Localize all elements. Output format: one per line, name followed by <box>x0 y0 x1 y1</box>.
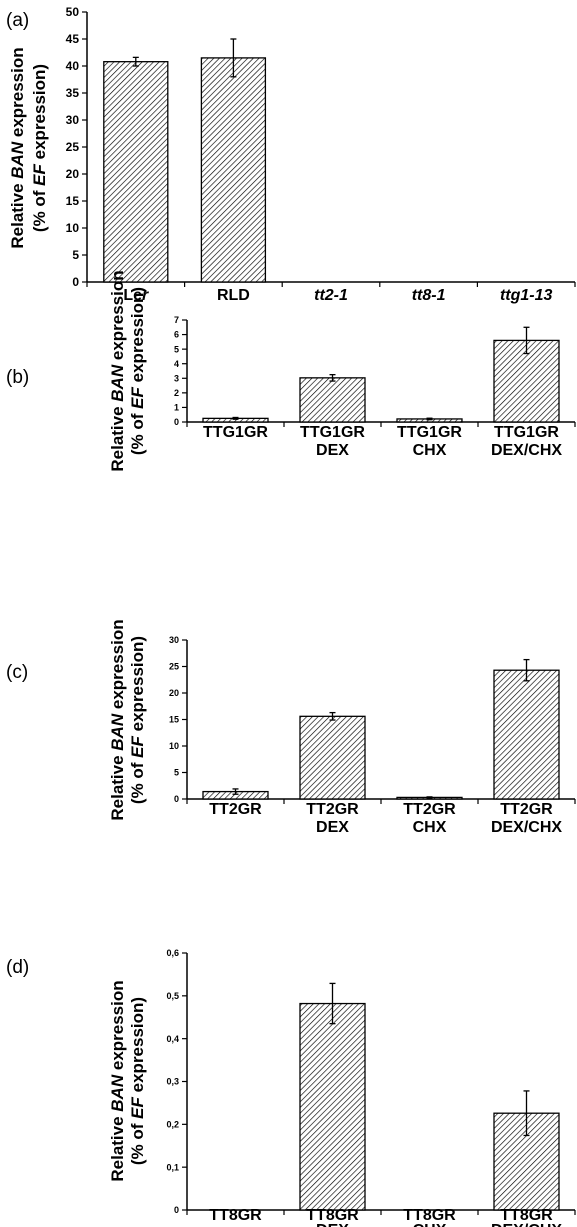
y-tick-label: 25 <box>66 140 80 154</box>
y-axis-label: Relative BAN expression <box>108 270 127 471</box>
panel-label: (a) <box>6 10 30 31</box>
panel-a: (a) 0 5 10 15 20 25 30 35 40 45 50 Ler RLD tt2-1 tt8-1… <box>0 0 577 305</box>
y-tick-label: 1 <box>174 403 179 413</box>
bar <box>299 1002 366 1211</box>
y-tick-label: 20 <box>169 688 179 698</box>
y-tick-label: 5 <box>174 768 179 778</box>
y-axis-label: Relative BAN expression <box>108 980 127 1181</box>
y-tick-label: 0 <box>174 417 179 427</box>
y-tick-label: 6 <box>174 330 179 340</box>
panel-label: (c) <box>6 662 29 683</box>
category-label: TT2GR <box>500 801 553 818</box>
category-label: CHX <box>413 1222 447 1227</box>
category-label: RLD <box>217 287 250 304</box>
panel-d: (d) 00,10,20,30,40,50,6TT8GRTT8GRDEXTT8G… <box>0 915 577 1227</box>
panel-label: (d) <box>6 957 30 978</box>
y-tick-label: 45 <box>66 32 80 46</box>
category-label: TT2GR <box>209 801 262 818</box>
chart-a: 0 5 10 15 20 25 30 35 40 45 50 Ler RLD tt2-1 tt8-1 ttg1… <box>8 5 576 304</box>
bar <box>299 715 366 800</box>
panel-label: (b) <box>6 367 30 388</box>
category-label: TT8GR <box>209 1207 262 1224</box>
category-label: TT8GR <box>500 1207 553 1224</box>
y-tick-label: 30 <box>169 635 179 645</box>
category-label: tt2-1 <box>314 287 348 304</box>
y-tick-label: 0,4 <box>166 1034 179 1044</box>
y-tick-label: 20 <box>66 167 80 181</box>
y-tick-label: 30 <box>66 113 80 127</box>
category-label: TT2GR <box>403 801 456 818</box>
category-label: DEX/CHX <box>491 819 562 836</box>
y-tick-label: 0,3 <box>166 1077 179 1087</box>
y-tick-label: 25 <box>169 662 179 672</box>
y-tick-label: 15 <box>66 194 80 208</box>
y-axis-label: (% of EF expression) <box>30 64 49 232</box>
category-label: DEX <box>316 819 349 836</box>
y-tick-label: 0,1 <box>166 1162 179 1172</box>
y-tick-label: 0 <box>174 794 179 804</box>
category-label: TTG1GR <box>203 424 268 441</box>
y-tick-label: 4 <box>174 359 179 369</box>
bar <box>200 57 267 283</box>
y-axis-label: Relative BAN expression <box>8 47 27 248</box>
y-axis-label: Relative BAN expression <box>108 619 127 820</box>
y-tick-label: 0,2 <box>166 1119 179 1129</box>
category-label: CHX <box>413 442 447 459</box>
y-tick-label: 3 <box>174 373 179 383</box>
y-tick-label: 10 <box>66 221 80 235</box>
category-label: TTG1GR <box>494 424 559 441</box>
category-label: DEX/CHX <box>491 1222 562 1227</box>
category-label: TTG1GR <box>397 424 462 441</box>
category-label: DEX <box>316 442 349 459</box>
category-label: TTG1GR <box>300 424 365 441</box>
panel-c: (c) 0 5 10 15 20 25 30 TT2GR TT2GR DEX TT2GR CHX TT2… <box>0 610 577 915</box>
bar <box>103 61 169 283</box>
y-tick-label: 40 <box>66 59 80 73</box>
y-axis-label: (% of EF expression) <box>128 287 147 455</box>
category-label: DEX/CHX <box>491 442 562 459</box>
chart-d: 00,10,20,30,40,50,6TT8GRTT8GRDEXTT8GRCHX… <box>108 948 576 1227</box>
y-tick-label: 35 <box>66 86 80 100</box>
category-label: tt8-1 <box>412 287 446 304</box>
y-tick-label: 15 <box>169 715 179 725</box>
category-label: Ler <box>123 287 149 304</box>
category-label: TT8GR <box>306 1207 359 1224</box>
category-label: DEX <box>316 1222 349 1227</box>
y-tick-label: 5 <box>72 248 79 262</box>
bar <box>299 377 366 423</box>
y-axis-label: (% of EF expression) <box>128 636 147 804</box>
panel-b: (b) 0 1 2 3 4 5 6 7 TTG1GR TTG1GR DEX TTG1GR CHX TTG1… <box>0 270 577 610</box>
y-tick-label: 50 <box>66 5 80 19</box>
y-axis-label: (% of EF expression) <box>128 997 147 1165</box>
y-tick-label: 0,5 <box>166 991 179 1001</box>
y-tick-label: 10 <box>169 741 179 751</box>
y-tick-label: 0 <box>72 275 79 289</box>
y-tick-label: 0 <box>174 1205 179 1215</box>
y-tick-label: 7 <box>174 315 179 325</box>
category-label: CHX <box>413 819 447 836</box>
y-tick-label: 5 <box>174 344 179 354</box>
category-label: TT8GR <box>403 1207 456 1224</box>
y-tick-label: 2 <box>174 388 179 398</box>
y-tick-label: 0,6 <box>166 948 179 958</box>
category-label: TT2GR <box>306 801 359 818</box>
category-label: ttg1-13 <box>500 287 553 304</box>
bar <box>493 669 560 800</box>
